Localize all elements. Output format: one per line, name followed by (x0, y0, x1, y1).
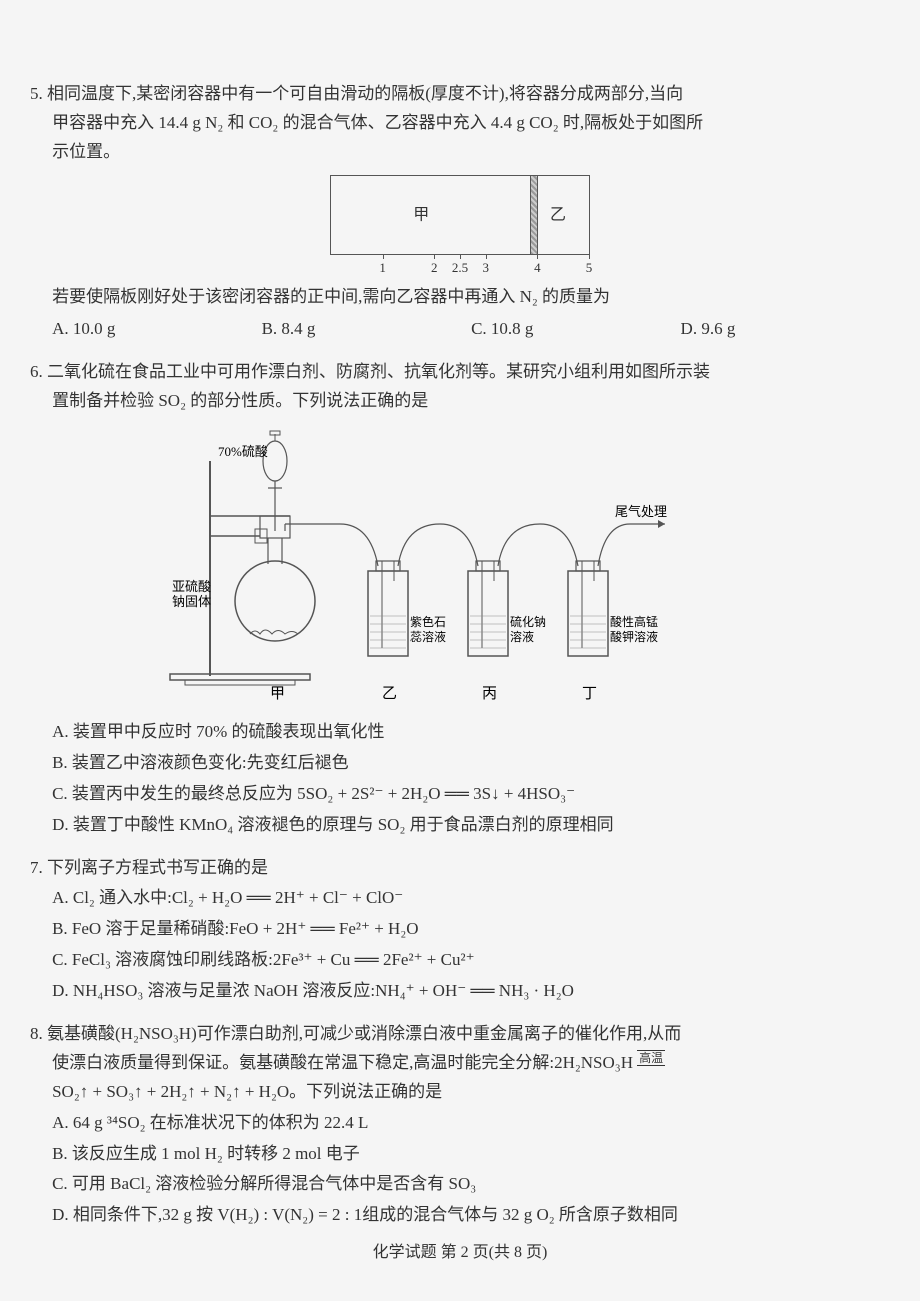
tick-2: 2 (431, 257, 438, 279)
q6-optD: D. 装置丁中酸性 KMnO₄ 溶液褪色的原理与 SO₂ 用于食品漂白剂的原理相… (30, 811, 890, 840)
label-bing-1: 硫化钠 (510, 614, 546, 629)
tick-4: 4 (534, 257, 541, 279)
q6-optA: A. 装置甲中反应时 70% 的硫酸表现出氧化性 (30, 718, 890, 747)
flask-label-yi: 乙 (382, 686, 397, 702)
q5-text1: 5. 相同温度下,某密闭容器中有一个可自由滑动的隔板(厚度不计),将容器分成两部… (30, 80, 890, 109)
flask-label-ding: 丁 (582, 686, 597, 702)
page-footer: 化学试题 第 2 页(共 8 页) (0, 1239, 920, 1266)
label-solid-2: 钠固体 (172, 594, 211, 609)
q6-text2: 置制备并检验 SO₂ 的部分性质。下列说法正确的是 (30, 387, 890, 416)
q8-text1: 8. 氨基磺酸(H₂NSO₃H)可作漂白助剂,可减少或消除漂白液中重金属离子的催… (30, 1020, 890, 1049)
q7-optD: D. NH₄HSO₃ 溶液与足量浓 NaOH 溶液反应:NH₄⁺ + OH⁻ ═… (30, 977, 890, 1006)
q8-text2-over: 高温 (637, 1050, 665, 1066)
tick-5: 5 (586, 257, 593, 279)
q5-text3: 示位置。 (30, 138, 890, 167)
q8-optB: B. 该反应生成 1 mol H₂ 时转移 2 mol 电子 (30, 1140, 890, 1169)
q5-text-after: 若要使隔板刚好处于该密闭容器的正中间,需向乙容器中再通入 N₂ 的质量为 (30, 283, 890, 312)
bottle-bing (468, 561, 508, 656)
label-bing-2: 溶液 (510, 629, 534, 644)
container-ticks: 1 2 2.5 3 4 5 (331, 258, 589, 259)
label-acid: 70%硫酸 (218, 444, 268, 459)
flask-label-bing: 丙 (482, 686, 497, 702)
label-yi-1: 紫色石 (410, 615, 446, 629)
label-tail: 尾气处理 (615, 504, 667, 519)
q5-text2: 甲容器中充入 14.4 g N₂ 和 CO₂ 的混合气体、乙容器中充入 4.4 … (30, 109, 890, 138)
container-label-yi: 乙 (550, 201, 566, 228)
label-yi-2: 蕊溶液 (410, 629, 446, 644)
q7-optB: B. FeO 溶于足量稀硝酸:FeO + 2H⁺ ══ Fe²⁺ + H₂O (30, 915, 890, 944)
q6-optC: C. 装置丙中发生的最终总反应为 5SO₂ + 2S²⁻ + 2H₂O ══ 3… (30, 780, 890, 809)
q8-optC: C. 可用 BaCl₂ 溶液检验分解所得混合气体中是否含有 SO₃ (30, 1170, 890, 1199)
bottle-yi (368, 561, 408, 656)
q6-optB: B. 装置乙中溶液颜色变化:先变红后褪色 (30, 749, 890, 778)
q5-optA: A. 10.0 g (52, 315, 261, 344)
q8-optD: D. 相同条件下,32 g 按 V(H₂) : V(N₂) = 2 : 1组成的… (30, 1201, 890, 1230)
question-8: 8. 氨基磺酸(H₂NSO₃H)可作漂白助剂,可减少或消除漂白液中重金属离子的催… (30, 1020, 890, 1230)
q8-text2-pre: 使漂白液质量得到保证。氨基磺酸在常温下稳定,高温时能完全分解:2H₂NSO₃H (52, 1053, 637, 1072)
question-6: 6. 二氧化硫在食品工业中可用作漂白剂、防腐剂、抗氧化剂等。某研究小组利用如图所… (30, 358, 890, 839)
container-divider (530, 176, 538, 254)
q5-options: A. 10.0 g B. 8.4 g C. 10.8 g D. 9.6 g (30, 315, 890, 344)
tick-1: 1 (379, 257, 386, 279)
flask-label-jia: 甲 (270, 686, 285, 702)
tick-2-5: 2.5 (452, 257, 468, 279)
q6-text1: 6. 二氧化硫在食品工业中可用作漂白剂、防腐剂、抗氧化剂等。某研究小组利用如图所… (30, 358, 890, 387)
q7-text1: 7. 下列离子方程式书写正确的是 (30, 854, 890, 883)
q7-optC: C. FeCl₃ 溶液腐蚀印刷线路板:2Fe³⁺ + Cu ══ 2Fe²⁺ +… (30, 946, 890, 975)
q7-optA: A. Cl₂ 通入水中:Cl₂ + H₂O ══ 2H⁺ + Cl⁻ + ClO… (30, 884, 890, 913)
label-solid-1: 亚硫酸 (172, 579, 211, 594)
label-ding-2: 酸钾溶液 (610, 629, 658, 644)
question-5: 5. 相同温度下,某密闭容器中有一个可自由滑动的隔板(厚度不计),将容器分成两部… (30, 80, 890, 344)
q5-optD: D. 9.6 g (681, 315, 890, 344)
q8-optA: A. 64 g ³⁴SO₂ 在标准状况下的体积为 22.4 L (30, 1109, 890, 1138)
label-ding-1: 酸性高锰 (610, 614, 658, 629)
q5-optB: B. 8.4 g (262, 315, 471, 344)
question-7: 7. 下列离子方程式书写正确的是 A. Cl₂ 通入水中:Cl₂ + H₂O ═… (30, 854, 890, 1006)
bottle-ding (568, 561, 608, 656)
container-label-jia: 甲 (413, 201, 429, 228)
q5-optC: C. 10.8 g (471, 315, 680, 344)
tick-3: 3 (483, 257, 490, 279)
q5-container-diagram: 甲 乙 1 2 2.5 3 4 5 (30, 175, 890, 265)
q6-apparatus-diagram: 70%硫酸 亚硫酸 钠固体 尾气处理 紫色石 蕊溶液 硫化钠 溶液 酸性高锰 酸… (110, 416, 680, 706)
q8-text2: 使漂白液质量得到保证。氨基磺酸在常温下稳定,高温时能完全分解:2H₂NSO₃H … (30, 1049, 890, 1078)
q8-text3: SO₂↑ + SO₃↑ + 2H₂↑ + N₂↑ + H₂O。下列说法正确的是 (30, 1078, 890, 1107)
